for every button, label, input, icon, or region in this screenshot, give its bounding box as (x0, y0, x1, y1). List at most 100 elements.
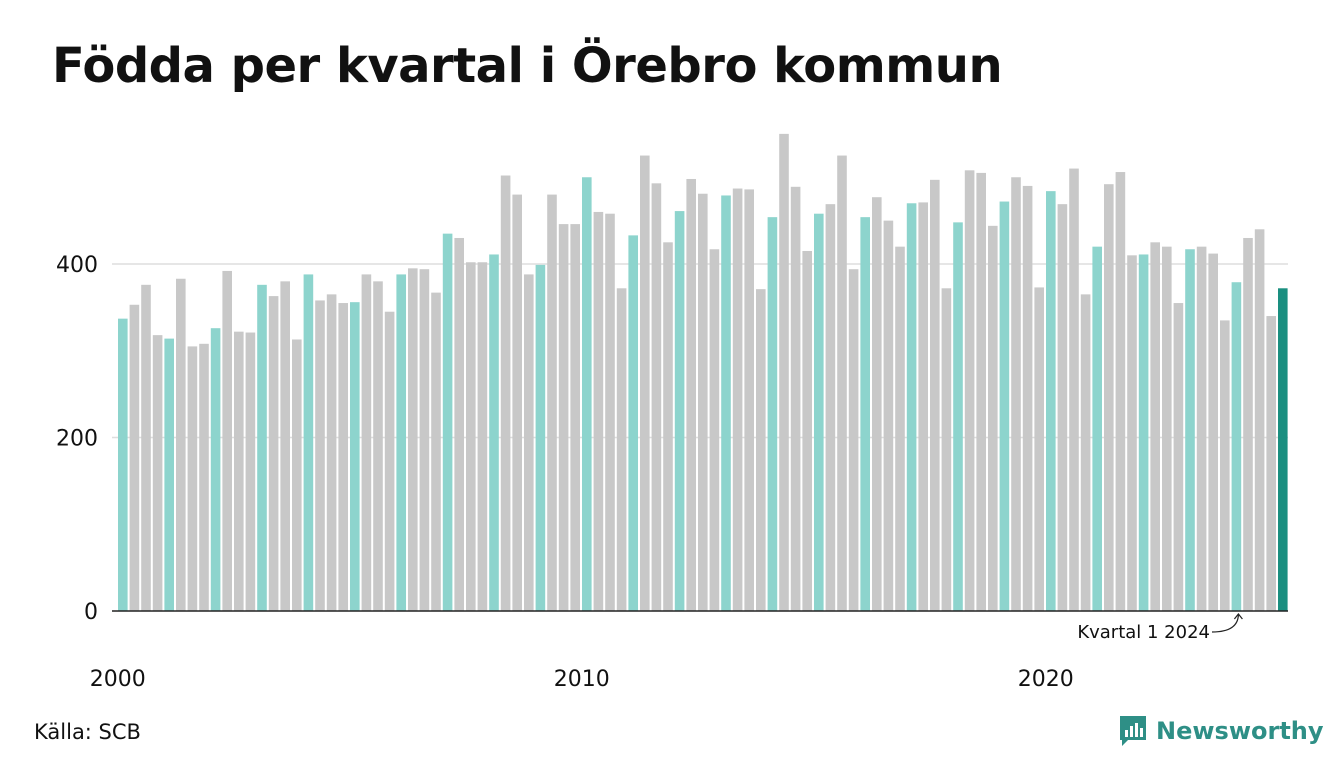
bar: 2020 K4: 365 (1080, 294, 1091, 611)
x-tick-label: 2010 (554, 667, 610, 692)
bar: 2011 K2: 525 (640, 155, 650, 611)
bar: 2013 K2: 487 (732, 188, 743, 611)
bar: 2016 K1: 454 (860, 217, 870, 611)
bar: 2000 K3: 376 (141, 284, 151, 611)
bar: 2006 K2: 395 (408, 268, 418, 611)
bar: 2021 K2: 492 (1104, 184, 1114, 611)
bar: 2015 K2: 469 (825, 204, 836, 611)
bar: 2007 K2: 430 (454, 237, 464, 612)
annotation-label: Kvartal 1 2024 (1077, 622, 1210, 643)
bar: 2014 K4: 415 (802, 250, 812, 612)
bar: 2010 K1: 500 (582, 177, 592, 611)
bar: 2011 K4: 425 (663, 242, 673, 611)
bar: 2008 K1: 411 (489, 254, 499, 611)
bar: 2000 K2: 353 (129, 304, 140, 611)
bar: 2005 K4: 345 (384, 311, 395, 611)
bar: 2006 K1: 388 (396, 274, 406, 611)
bar: 2011 K1: 433 (628, 235, 638, 611)
bar: 2016 K3: 450 (883, 220, 894, 612)
bar: 2006 K3: 394 (419, 269, 430, 611)
x-tick-label: 2000 (90, 667, 146, 692)
bar: 2014 K3: 489 (790, 186, 801, 612)
bar: 2000 K1: 337 (118, 318, 128, 611)
bar: 2001 K2: 383 (176, 278, 186, 611)
bar: 2023 K4: 335 (1220, 320, 1230, 611)
bar: 2003 K2: 363 (268, 296, 279, 611)
bar: 2022 K1: 411 (1138, 254, 1149, 611)
bar: 2019 K2: 500 (1011, 177, 1021, 611)
bar: 2019 K1: 472 (999, 201, 1010, 612)
bar: 2013 K4: 371 (756, 289, 766, 611)
bar: 2017 K4: 372 (941, 288, 952, 611)
x-tick-label: 2020 (1018, 667, 1074, 692)
bar: undefined: 372 (1278, 288, 1288, 611)
bar: 2021 K4: 410 (1127, 255, 1137, 611)
bar: 2018 K2: 508 (964, 170, 975, 611)
bar: 2007 K1: 435 (442, 233, 453, 611)
bar: 2007 K4: 402 (477, 262, 488, 611)
y-tick-label: 400 (56, 253, 98, 278)
bar: 2005 K1: 356 (350, 302, 360, 611)
bar: 2000 K4: 318 (152, 335, 163, 611)
bar: 2016 K4: 420 (895, 246, 905, 611)
bar: 2020 K3: 510 (1069, 168, 1079, 611)
bar: 2002 K4: 321 (245, 332, 256, 611)
bar: 2017 K2: 471 (918, 202, 928, 611)
bar: 2012 K1: 461 (674, 211, 685, 611)
bar: 2012 K4: 417 (709, 249, 720, 611)
bars: 2000 K1: 3372000 K2: 3532000 K3: 3762000… (118, 133, 1288, 612)
bar: 2013 K3: 486 (744, 189, 754, 611)
y-tick-label: 200 (56, 427, 98, 452)
bar: 2021 K3: 506 (1115, 172, 1126, 612)
bar: 2013 K1: 479 (721, 195, 731, 611)
bar: 2018 K1: 448 (953, 222, 963, 612)
bar: 2015 K1: 458 (814, 213, 824, 611)
x-tick-labels: 2000 2010 2020 (90, 667, 1074, 692)
annotation-arrow (1211, 613, 1243, 633)
bar: 2020 K1: 484 (1046, 191, 1056, 611)
bar: 2010 K2: 460 (593, 211, 604, 611)
bar: 2009 K4: 446 (570, 224, 580, 611)
bar: 2005 K2: 388 (361, 274, 372, 611)
bar: 2003 K1: 376 (257, 284, 267, 611)
bar: 2006 K4: 367 (431, 292, 441, 611)
bar: 2024 K1: 379 (1231, 282, 1242, 611)
bar: 2009 K2: 480 (547, 194, 557, 611)
bar: 2022 K3: 420 (1162, 246, 1172, 611)
y-tick-labels: 0 200 400 (56, 253, 98, 625)
bar: 2009 K3: 446 (558, 224, 569, 611)
chart-title: Födda per kvartal i Örebro kommun (52, 38, 1003, 94)
bar: 2003 K4: 313 (292, 339, 302, 611)
source-note: Källa: SCB (34, 720, 141, 744)
bar: 2003 K3: 380 (280, 281, 290, 611)
brand-name: Newsworthy (1156, 717, 1324, 745)
bar: 2008 K2: 502 (500, 175, 511, 611)
bar: 2007 K3: 402 (466, 262, 476, 611)
bar: 2011 K3: 493 (651, 183, 662, 611)
bar: 2001 K4: 308 (199, 343, 209, 611)
bar: 2014 K1: 454 (767, 217, 778, 611)
bar: 2022 K2: 425 (1150, 242, 1160, 611)
y-tick-label: 0 (84, 600, 98, 625)
bar: 2010 K4: 372 (616, 288, 627, 611)
bar: 2015 K4: 394 (848, 269, 859, 611)
bar: 2008 K4: 388 (524, 274, 534, 611)
bar: 2002 K2: 392 (222, 270, 232, 611)
bar: 2012 K3: 481 (698, 193, 708, 612)
bar: 2019 K3: 490 (1022, 185, 1033, 611)
bar: 2023 K1: 417 (1185, 249, 1195, 611)
bar: 2014 K2: 550 (779, 133, 789, 612)
bar: 2012 K2: 498 (686, 178, 696, 612)
bar: 2005 K3: 380 (373, 281, 383, 611)
bar: 2017 K1: 470 (906, 203, 917, 611)
bar: 2023 K2: 420 (1196, 246, 1207, 611)
bar: 2016 K2: 477 (872, 197, 882, 611)
bar: 2001 K3: 305 (187, 346, 198, 611)
bar: 2001 K1: 314 (164, 338, 174, 611)
bar: undefined: 440 (1254, 229, 1265, 612)
bar: 2022 K4: 355 (1173, 303, 1184, 611)
bar: 2020 K2: 469 (1057, 204, 1068, 611)
